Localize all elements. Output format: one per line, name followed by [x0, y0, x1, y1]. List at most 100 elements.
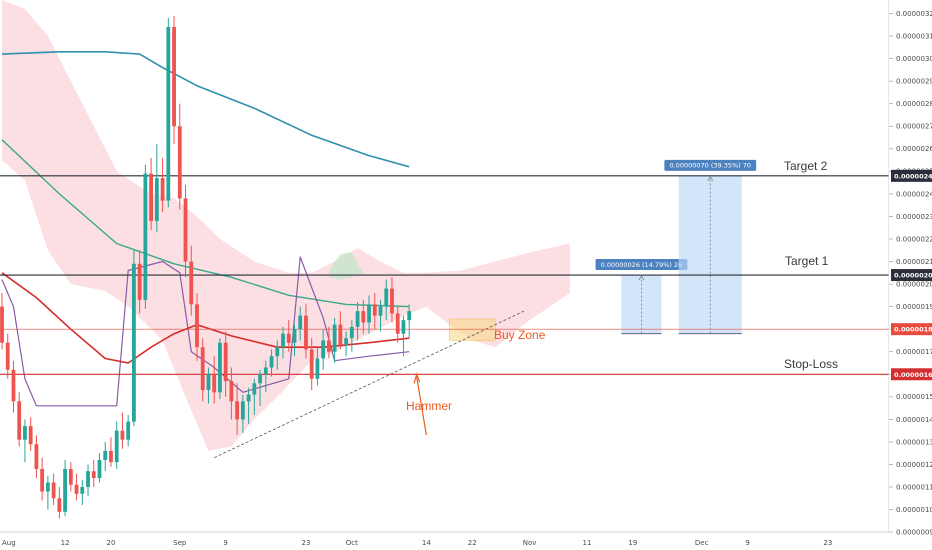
candle-body-45	[258, 374, 262, 384]
x-tick-label-5: 23	[301, 539, 310, 547]
candle-body-37	[212, 374, 217, 393]
candle-body-50	[286, 333, 291, 343]
price-badge-text-3: 0.00000160	[894, 371, 932, 379]
buy-zone-label: Buy Zone	[494, 328, 546, 342]
hammer-arrow	[416, 376, 427, 436]
candle-body-13	[74, 484, 79, 494]
candle-body-5	[28, 426, 33, 445]
time-axis: Aug 12 20 Sep 9 23 Oct 14 22 Nov 11 19 Dec 9 23	[2, 539, 832, 547]
candle-body-55	[315, 358, 320, 379]
x-tick-label-6: Oct	[346, 539, 358, 547]
candlestick-series	[0, 15, 412, 519]
candle-body-9	[51, 482, 56, 499]
measure-badge-2	[664, 159, 757, 171]
candle-body-53	[304, 315, 308, 350]
stop-loss-label: Stop-Loss	[784, 357, 838, 371]
measure-box-2	[678, 175, 742, 334]
x-tick-label-12: Dec	[695, 539, 709, 547]
candle-body-4	[23, 426, 27, 440]
candle-body-17	[97, 459, 102, 478]
buy-zone-box	[449, 318, 496, 341]
candle-body-59	[338, 324, 343, 345]
candle-body-47	[269, 356, 274, 368]
hammer-label: Hammer	[406, 399, 452, 413]
annotations: Target 2 Target 1 Stop-Loss Buy Zone Ham…	[406, 159, 838, 436]
candle-body-43	[246, 394, 251, 402]
candle-body-60	[344, 338, 348, 345]
candle-body-33	[189, 261, 194, 305]
measure-boxes: 0.00000026 (14.79%) 26 0.00000070 (39.35%…	[449, 159, 757, 341]
price-badge-3	[891, 368, 932, 381]
x-tick-label-8: 22	[468, 539, 477, 547]
price-badge-1	[891, 269, 932, 282]
candle-body-35	[200, 347, 205, 391]
candle-body-63	[361, 311, 366, 323]
measure-arrowhead-2	[707, 176, 714, 182]
candle-body-11	[63, 468, 67, 512]
x-tick-label-1: 12	[61, 539, 70, 547]
candle-body-41	[235, 401, 240, 420]
candle-body-71	[407, 311, 412, 321]
candle-body-49	[281, 333, 285, 348]
candle-body-31	[177, 126, 182, 199]
x-tick-label-9: Nov	[523, 539, 537, 547]
measure-arrowhead-1	[638, 275, 645, 281]
candle-body-22	[126, 421, 131, 440]
candle-body-34	[195, 304, 199, 348]
cloud-area	[2, 0, 570, 451]
candle-body-54	[309, 349, 314, 379]
candle-body-20	[114, 430, 119, 463]
candle-body-32	[183, 198, 188, 262]
candle-body-65	[372, 304, 377, 316]
candle-body-46	[263, 367, 268, 375]
teal-ema-line	[1, 139, 410, 308]
purple-line	[1, 256, 410, 407]
candle-body-56	[321, 340, 326, 359]
candle-body-0	[0, 306, 4, 343]
candle-body-52	[298, 315, 303, 330]
cloud-bull-segment	[328, 252, 364, 280]
price-badge-0	[891, 169, 932, 182]
x-tick-label-4: 9	[223, 539, 227, 547]
target-2-label: Target 2	[784, 159, 828, 173]
ichimoku-cloud	[2, 0, 570, 451]
candle-body-12	[68, 468, 73, 485]
candle-body-51	[292, 329, 297, 343]
horizontal-levels	[0, 175, 889, 375]
candle-body-25	[143, 173, 148, 300]
candle-body-8	[45, 482, 50, 492]
x-tick-label-3: Sep	[173, 539, 187, 547]
slow-ma-line	[1, 51, 410, 168]
x-tick-label-2: 20	[107, 539, 116, 547]
measure-badge-1	[595, 259, 688, 271]
candle-body-19	[109, 450, 113, 463]
candle-body-67	[384, 288, 389, 307]
candle-body-10	[57, 498, 62, 512]
candle-body-68	[390, 288, 394, 314]
candle-body-64	[367, 304, 371, 323]
x-tick-label-13: 9	[745, 539, 749, 547]
x-tick-label-7: 14	[422, 539, 431, 547]
candle-body-21	[120, 430, 125, 440]
x-tick-label-10: 11	[583, 539, 592, 547]
candle-body-1	[5, 342, 10, 370]
candle-body-38	[218, 342, 222, 393]
candle-body-29	[166, 27, 171, 201]
candle-body-7	[40, 468, 45, 492]
candle-body-27	[154, 178, 159, 221]
